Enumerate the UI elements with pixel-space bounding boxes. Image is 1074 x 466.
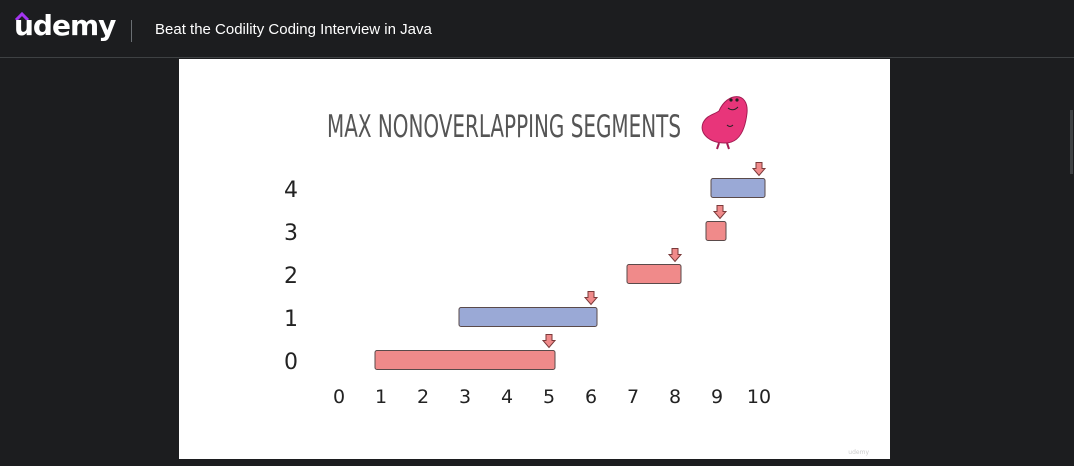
chart-title: MAX NONOVERLAPPING SEGMENTS	[327, 109, 681, 145]
segment-end-arrow	[712, 205, 728, 220]
x-tick-label: 5	[543, 386, 555, 408]
x-tick-label: 9	[711, 386, 723, 408]
mascot-icon	[701, 96, 748, 150]
x-tick-label: 3	[459, 386, 471, 408]
segment-end-arrow	[751, 162, 767, 177]
x-tick-label: 7	[627, 386, 639, 408]
logo-text: udemy	[14, 9, 116, 42]
top-bar: udemy Beat the Codility Coding Interview…	[0, 0, 1074, 58]
y-tick-label: 4	[284, 178, 298, 203]
logo-hat-icon	[14, 12, 30, 20]
segment-bar	[626, 264, 682, 284]
segment-end-arrow	[541, 334, 557, 349]
segment-end-arrow	[667, 248, 683, 263]
segment-bar	[374, 350, 556, 370]
y-tick-label: 0	[284, 350, 298, 375]
segment-bar	[710, 178, 766, 198]
x-tick-label: 6	[585, 386, 597, 408]
segment-bar	[705, 221, 727, 241]
watermark: udemy	[848, 449, 869, 456]
x-tick-label: 4	[501, 386, 513, 408]
y-tick-label: 3	[284, 221, 298, 246]
x-tick-label: 0	[333, 386, 345, 408]
sidebar-scroll-handle[interactable]	[1070, 110, 1073, 174]
y-tick-label: 1	[284, 307, 298, 332]
segment-bar	[458, 307, 598, 327]
x-tick-label: 8	[669, 386, 681, 408]
segments-chart: MAX NONOVERLAPPING SEGMENTS 0 1 2 3 4 0 1 2 3 4 5…	[284, 96, 869, 456]
header-divider	[131, 20, 132, 42]
course-title[interactable]: Beat the Codility Coding Interview in Ja…	[155, 21, 432, 38]
segment-end-arrow	[583, 291, 599, 306]
y-tick-label: 2	[284, 264, 298, 289]
x-tick-label: 10	[747, 386, 771, 408]
udemy-logo[interactable]: udemy	[14, 9, 116, 42]
lecture-slide: MAX NONOVERLAPPING SEGMENTS 0 1 2 3 4 0 1 2 3 4 5…	[179, 59, 890, 459]
x-tick-label: 1	[375, 386, 387, 408]
x-tick-label: 2	[417, 386, 429, 408]
